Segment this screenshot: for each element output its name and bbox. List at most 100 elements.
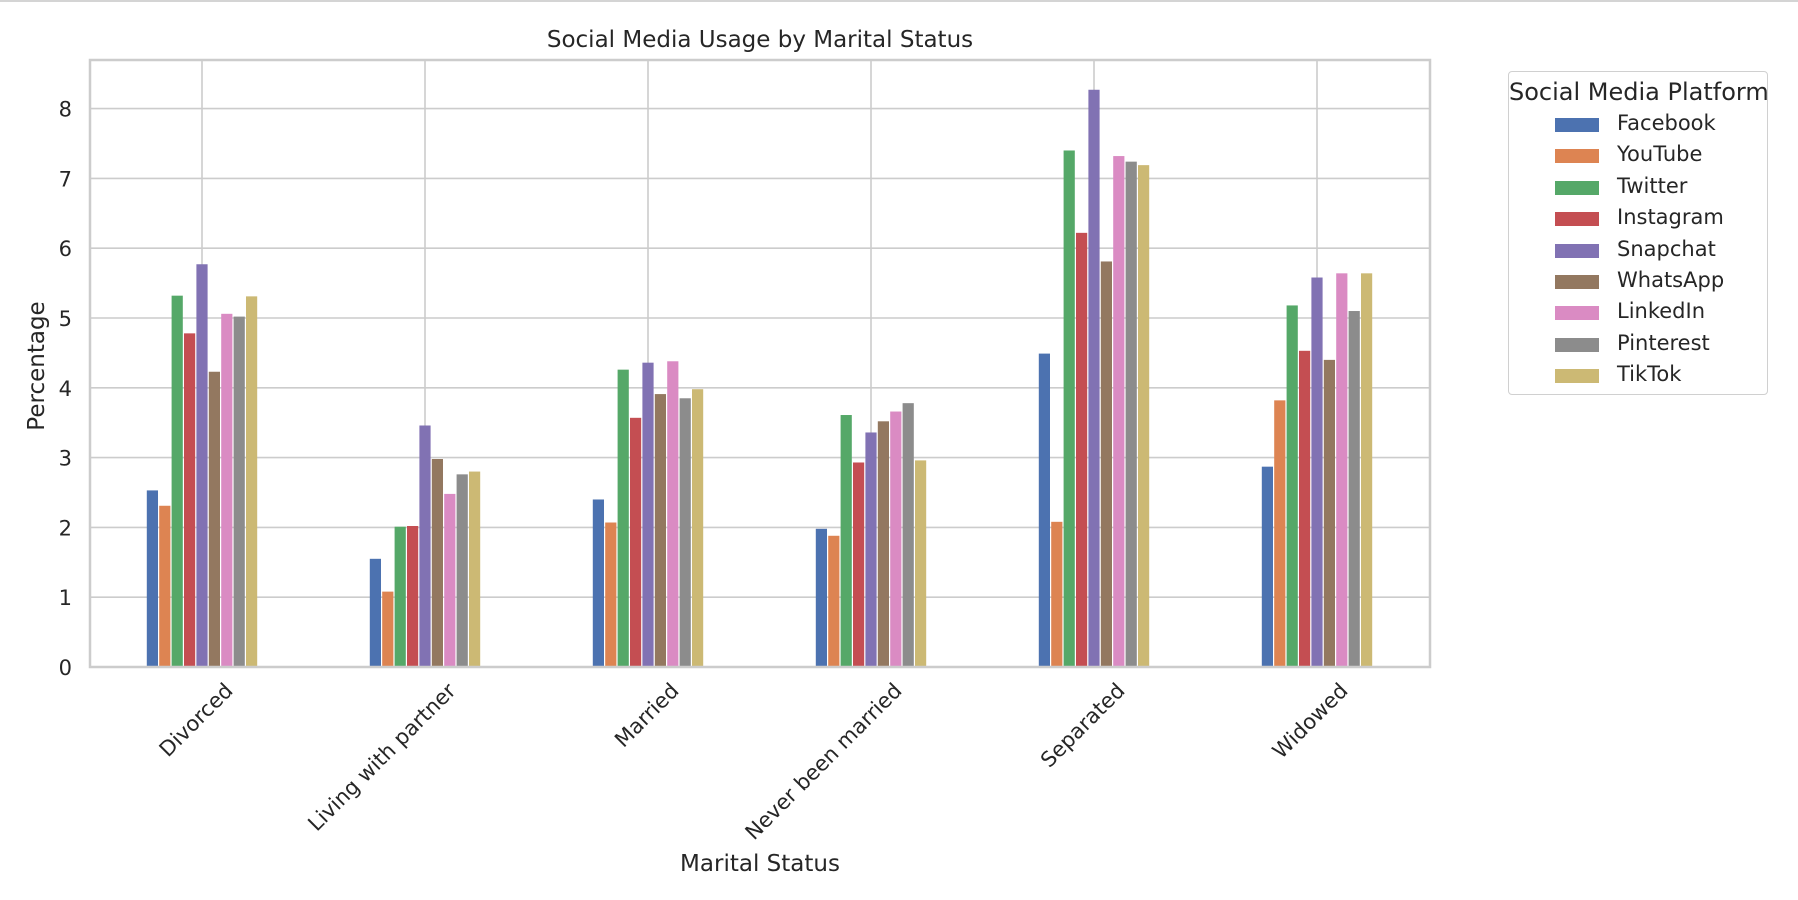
- bar-facebook-widowed: [1261, 466, 1273, 667]
- bar-snapchat-married: [642, 362, 654, 667]
- bar-whatsapp-never-been-married: [877, 421, 889, 667]
- bar-snapchat-widowed: [1311, 277, 1323, 667]
- legend-label: TikTok: [1617, 362, 1682, 387]
- y-tick-label: 0: [59, 656, 72, 680]
- legend-label: YouTube: [1617, 142, 1703, 167]
- bar-instagram-married: [630, 417, 642, 667]
- bar-pinterest-separated: [1125, 161, 1137, 667]
- legend-label: Instagram: [1617, 205, 1724, 230]
- x-tick-label: Never been married: [741, 679, 907, 845]
- bar-snapchat-separated: [1088, 89, 1100, 667]
- plot-frame: [88, 58, 1432, 669]
- bar-twitter-widowed: [1286, 305, 1298, 667]
- bar-tiktok-separated: [1138, 165, 1150, 667]
- bar-linkedin-divorced: [221, 313, 233, 667]
- bar-youtube-never-been-married: [828, 535, 840, 667]
- bar-pinterest-married: [679, 398, 691, 667]
- bar-twitter-living-with-partner: [394, 526, 406, 667]
- bar-instagram-widowed: [1299, 350, 1311, 667]
- bar-instagram-living-with-partner: [407, 526, 419, 667]
- y-tick-labels: 0 1 2 3 4 5 6 7 8: [59, 98, 72, 680]
- legend-label: LinkedIn: [1617, 299, 1706, 324]
- bar-instagram-never-been-married: [853, 462, 865, 667]
- bar-whatsapp-married: [654, 394, 666, 667]
- legend-label: Facebook: [1617, 111, 1716, 135]
- x-axis-label: Marital Status: [680, 851, 840, 877]
- legend-item-pinterest: Pinterest: [1555, 330, 1765, 360]
- bar-tiktok-divorced: [246, 296, 258, 667]
- chart-title: Social Media Usage by Marital Status: [547, 27, 973, 53]
- bar-whatsapp-divorced: [208, 371, 220, 667]
- bar-twitter-married: [617, 369, 629, 667]
- bar-twitter-never-been-married: [840, 415, 852, 667]
- bar-youtube-married: [605, 522, 617, 667]
- x-tick-label: Separated: [1036, 679, 1130, 773]
- bar-pinterest-living-with-partner: [456, 474, 468, 667]
- bar-facebook-divorced: [146, 490, 158, 667]
- legend-item-instagram: Instagram: [1555, 204, 1765, 234]
- bar-snapchat-divorced: [196, 264, 208, 667]
- bar-pinterest-widowed: [1348, 311, 1360, 667]
- bar-linkedin-separated: [1113, 156, 1125, 667]
- legend-label: Pinterest: [1617, 330, 1710, 355]
- bar-youtube-widowed: [1274, 400, 1286, 667]
- y-tick-label: 2: [59, 516, 72, 540]
- bar-linkedin-widowed: [1336, 273, 1348, 667]
- legend-swatch: [1555, 306, 1599, 321]
- bar-pinterest-never-been-married: [902, 403, 914, 667]
- y-tick-label: 8: [59, 98, 72, 122]
- y-tick-label: 4: [59, 377, 72, 401]
- x-tick-label: Living with partner: [303, 678, 460, 835]
- bar-youtube-divorced: [159, 505, 171, 667]
- legend-item-youtube: YouTube: [1555, 141, 1765, 171]
- y-tick-label: 1: [59, 586, 72, 610]
- bar-snapchat-never-been-married: [865, 432, 877, 667]
- bar-instagram-divorced: [184, 333, 196, 667]
- legend-title: Social Media Platform: [1509, 78, 1769, 106]
- bar-tiktok-widowed: [1361, 273, 1373, 667]
- bar-facebook-living-with-partner: [369, 558, 381, 667]
- bar-tiktok-married: [692, 389, 704, 667]
- legend-item-whatsapp: WhatsApp: [1555, 267, 1765, 297]
- y-tick-label: 6: [59, 237, 72, 261]
- bars: [146, 89, 1373, 668]
- legend-item-facebook: Facebook: [1555, 110, 1765, 140]
- bar-tiktok-never-been-married: [915, 460, 927, 667]
- bar-linkedin-living-with-partner: [444, 493, 456, 667]
- legend-swatch: [1555, 118, 1599, 132]
- bar-pinterest-divorced: [233, 316, 245, 667]
- legend-item-linkedin: LinkedIn: [1555, 298, 1765, 328]
- legend-label: Snapchat: [1617, 236, 1716, 261]
- legend-label: Twitter: [1617, 173, 1688, 198]
- bar-youtube-living-with-partner: [382, 591, 394, 667]
- top-border: [0, 0, 1798, 2]
- legend-item-twitter: Twitter: [1555, 173, 1765, 203]
- x-tick-label: Married: [610, 679, 684, 753]
- legend-item-tiktok: TikTok: [1555, 361, 1765, 391]
- gridlines: [90, 60, 1430, 668]
- legend-swatch: [1555, 275, 1599, 289]
- legend-swatch: [1555, 149, 1599, 164]
- legend-label: WhatsApp: [1617, 268, 1725, 292]
- y-tick-label: 3: [59, 447, 72, 471]
- bar-twitter-divorced: [171, 295, 183, 667]
- legend: Social Media Platform Facebook YouTube Twi…: [1508, 71, 1769, 395]
- bar-linkedin-never-been-married: [890, 411, 902, 667]
- bar-youtube-separated: [1051, 521, 1063, 667]
- bar-linkedin-married: [667, 361, 679, 667]
- legend-swatch: [1555, 243, 1599, 258]
- legend-swatch: [1555, 369, 1599, 384]
- x-tick-labels: Divorced Living with partner Married Never …: [155, 678, 1353, 844]
- legend-swatch: [1555, 212, 1599, 227]
- bar-facebook-never-been-married: [815, 528, 827, 667]
- bar-twitter-separated: [1063, 150, 1075, 668]
- legend-swatch: [1555, 337, 1599, 352]
- y-axis-label: Percentage: [24, 301, 50, 430]
- bar-instagram-separated: [1076, 232, 1088, 667]
- legend-item-snapchat: Snapchat: [1555, 236, 1765, 266]
- x-tick-label: Divorced: [155, 679, 238, 762]
- bar-whatsapp-living-with-partner: [431, 458, 443, 667]
- bar-tiktok-living-with-partner: [469, 471, 481, 667]
- bar-facebook-married: [592, 499, 604, 667]
